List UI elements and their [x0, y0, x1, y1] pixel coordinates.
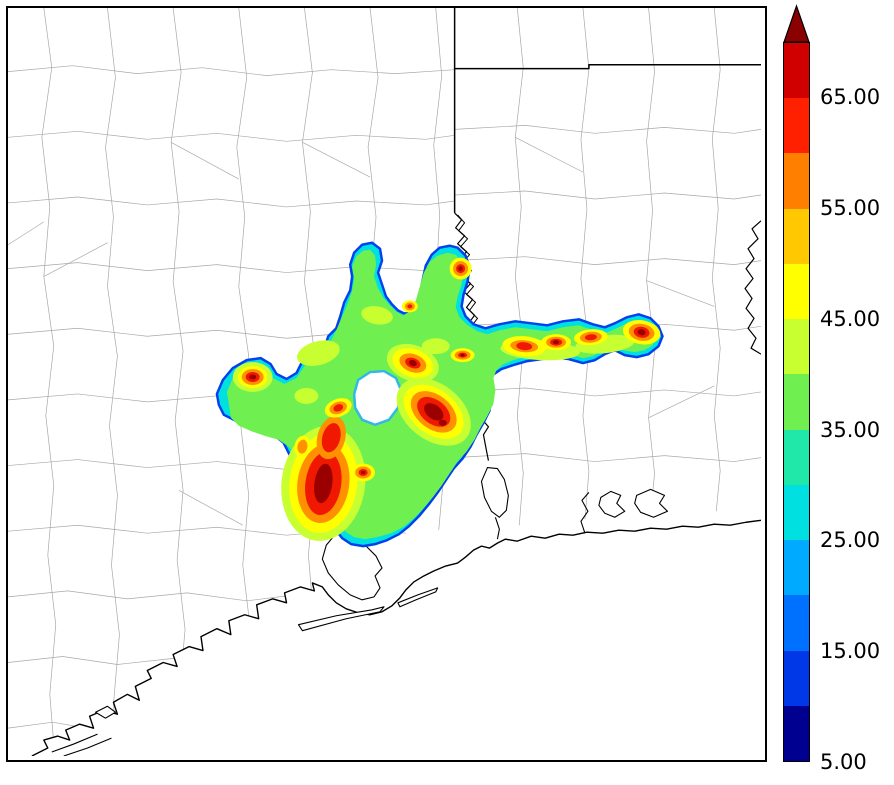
colorbar-tick-label: 25.00	[820, 528, 881, 552]
colorbar-tick-label: 55.00	[820, 196, 881, 220]
colorbar-arrow-head	[783, 4, 810, 43]
right-edge-river	[744, 220, 761, 355]
colorbar-gradient	[783, 42, 810, 762]
colorbar-tick-label: 5.00	[820, 750, 867, 774]
colorbar-segment	[784, 374, 809, 430]
gulf-sea-mask	[31, 520, 761, 756]
colorbar-segment	[784, 705, 809, 762]
bays-and-lakes	[51, 466, 669, 756]
colorbar-segment	[784, 595, 809, 651]
coastline	[31, 519, 761, 756]
colorbar-tick-label: 15.00	[820, 639, 881, 663]
colorbar-segment	[784, 319, 809, 375]
colorbar-segment	[784, 540, 809, 596]
colorbar-segment	[784, 43, 809, 99]
plume-hole	[352, 369, 404, 427]
colorbar-segment	[784, 98, 809, 154]
colorbar-tick-label: 35.00	[820, 418, 881, 442]
colorbar-segment	[784, 208, 809, 264]
colorbar-ticks: 65.00 55.00 45.00 35.00 25.00 15.00 5.00	[820, 0, 894, 785]
colorbar-segment	[784, 263, 809, 320]
colorbar-arrow	[783, 4, 810, 43]
state-borders	[453, 8, 761, 461]
colorbar-tick-label: 45.00	[820, 307, 881, 331]
map-panel	[6, 6, 767, 762]
colorbar-segment	[784, 429, 809, 485]
colorbar-segment	[784, 484, 809, 541]
heat-plume	[215, 241, 664, 548]
colorbar-segment	[784, 153, 809, 209]
map-svg	[8, 8, 761, 756]
colorbar-tick-label: 65.00	[820, 85, 881, 109]
hotspots	[232, 257, 661, 541]
colorbar-segment	[784, 650, 809, 706]
